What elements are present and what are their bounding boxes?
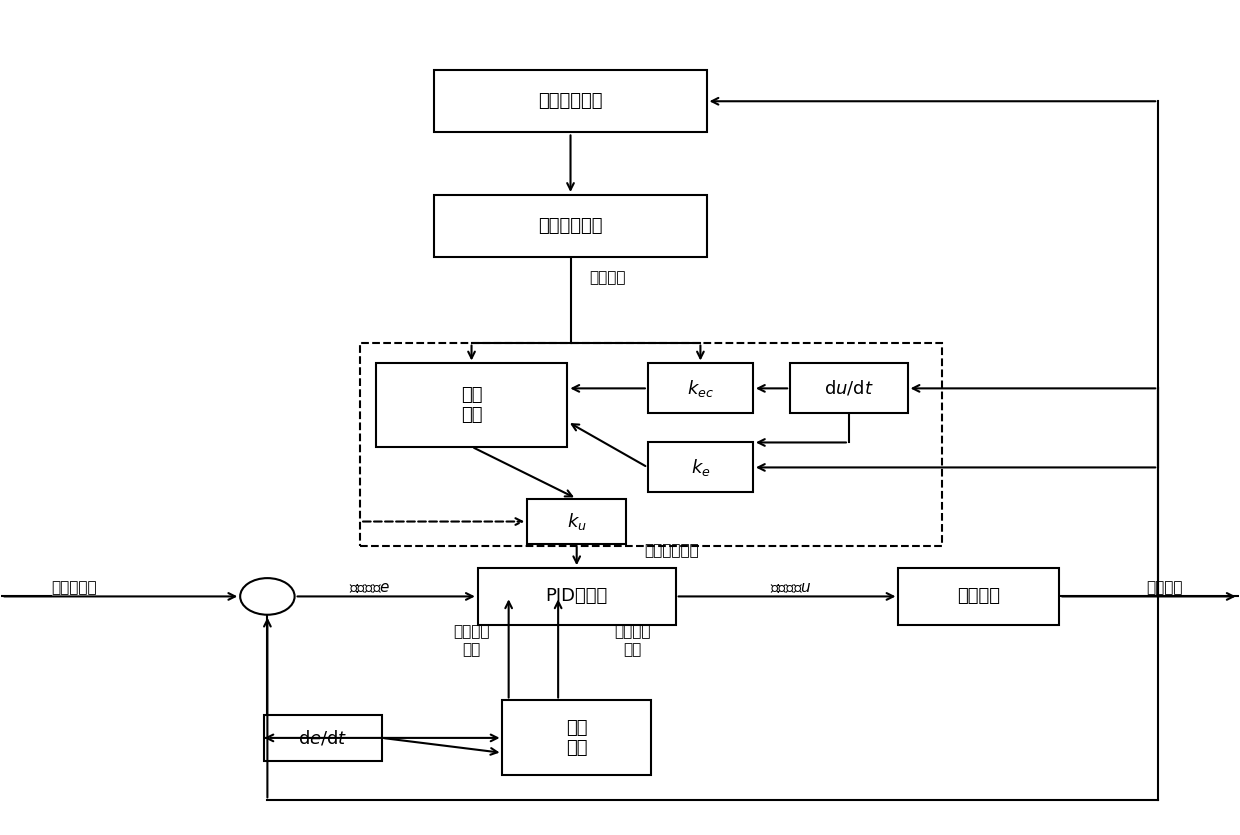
- Text: 免疫
算法: 免疫 算法: [461, 386, 482, 424]
- Bar: [264, 715, 382, 761]
- Text: 参数优化: 参数优化: [589, 271, 625, 286]
- Text: 微分系数
增量: 微分系数 增量: [614, 625, 651, 657]
- Text: d$u$/d$t$: d$u$/d$t$: [823, 379, 874, 397]
- Text: PID控制器: PID控制器: [546, 588, 608, 605]
- Bar: [360, 342, 941, 546]
- Text: 控制输入$u$: 控制输入$u$: [770, 579, 812, 595]
- Text: d$e$/d$t$: d$e$/d$t$: [299, 728, 348, 747]
- Bar: [527, 498, 626, 544]
- Text: $k_{ec}$: $k_{ec}$: [687, 378, 714, 399]
- Bar: [790, 363, 908, 413]
- Text: 温度设定值: 温度设定值: [51, 579, 97, 595]
- Text: 积分系数
增量: 积分系数 增量: [454, 625, 490, 657]
- Text: $k_u$: $k_u$: [567, 511, 587, 532]
- Text: 模糊
算法: 模糊 算法: [565, 718, 588, 757]
- Bar: [898, 568, 1059, 625]
- Bar: [647, 363, 753, 413]
- Text: 比例系数增量: 比例系数增量: [645, 543, 699, 558]
- Bar: [434, 70, 707, 133]
- Text: $k_e$: $k_e$: [691, 457, 711, 478]
- Bar: [376, 363, 568, 447]
- Bar: [647, 443, 753, 493]
- Bar: [477, 568, 676, 625]
- Bar: [502, 701, 651, 776]
- Text: 温控机箱: 温控机箱: [957, 588, 1001, 605]
- Text: 温度偏差$e$: 温度偏差$e$: [350, 579, 391, 595]
- Text: 猫群优化算法: 猫群优化算法: [538, 217, 603, 235]
- Text: 性能测试函数: 性能测试函数: [538, 92, 603, 110]
- Bar: [434, 195, 707, 257]
- Circle shape: [241, 578, 295, 615]
- Text: 输出温度: 输出温度: [1146, 579, 1183, 595]
